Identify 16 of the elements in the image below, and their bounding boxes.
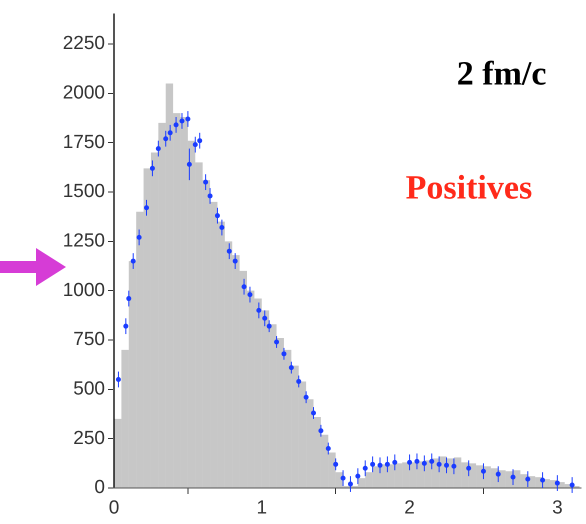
y-tick-label: 1500: [62, 181, 105, 202]
y-tick-label: 1750: [62, 132, 105, 153]
y-tick-label: 0: [94, 477, 105, 498]
x-tick-label: 0: [108, 498, 120, 519]
y-tick-label: 2250: [62, 33, 105, 54]
annotation: Positives: [406, 169, 532, 206]
x-tick-label: 3: [552, 498, 563, 519]
y-tick-label: 1250: [62, 230, 105, 252]
x-tick-label: 1: [256, 498, 268, 519]
x-tick-label: 2: [404, 498, 415, 519]
y-tick-label: 250: [73, 428, 105, 449]
y-tick-label: 2000: [62, 82, 105, 104]
y-tick-label: 1000: [62, 280, 105, 301]
annotation: 2 fm/c: [456, 56, 546, 93]
y-tick-label: 500: [73, 378, 105, 400]
y-tick-label: 750: [73, 329, 105, 350]
